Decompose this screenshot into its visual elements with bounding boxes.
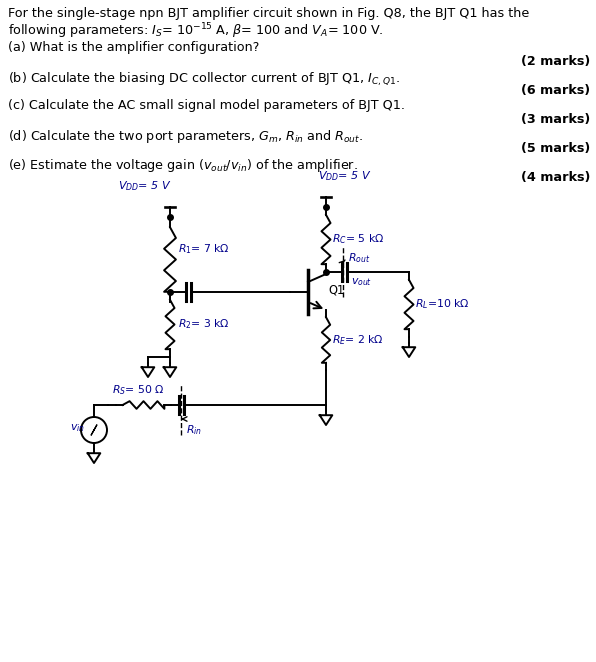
Text: $R_1$= 7 k$\Omega$: $R_1$= 7 k$\Omega$ <box>178 242 229 256</box>
Text: $R_C$= 5 k$\Omega$: $R_C$= 5 k$\Omega$ <box>332 232 384 246</box>
Text: (4 marks): (4 marks) <box>521 171 590 184</box>
Text: For the single-stage npn BJT amplifier circuit shown in Fig. Q8, the BJT Q1 has : For the single-stage npn BJT amplifier c… <box>8 7 529 20</box>
Text: (e) Estimate the voltage gain ($v_{out}$/$v_{in}$) of the amplifier.: (e) Estimate the voltage gain ($v_{out}$… <box>8 157 358 174</box>
Text: (c) Calculate the AC small signal model parameters of BJT Q1.: (c) Calculate the AC small signal model … <box>8 99 405 112</box>
Text: (5 marks): (5 marks) <box>521 142 590 155</box>
Text: $v_{out}$: $v_{out}$ <box>351 276 372 288</box>
Text: (3 marks): (3 marks) <box>521 113 590 126</box>
Text: $R_{out}$: $R_{out}$ <box>348 251 370 265</box>
Text: $V_{DD}$= 5 V: $V_{DD}$= 5 V <box>118 179 172 193</box>
Text: Q1: Q1 <box>328 283 344 297</box>
Text: (6 marks): (6 marks) <box>521 84 590 97</box>
Text: $R_E$= 2 k$\Omega$: $R_E$= 2 k$\Omega$ <box>332 333 384 347</box>
Text: $R_L$=10 k$\Omega$: $R_L$=10 k$\Omega$ <box>415 298 470 311</box>
Text: $R_S$= 50 $\Omega$: $R_S$= 50 $\Omega$ <box>112 383 164 397</box>
Text: (b) Calculate the biasing DC collector current of BJT Q1, $I_{C,Q1}$.: (b) Calculate the biasing DC collector c… <box>8 70 400 87</box>
Text: $R_2$= 3 k$\Omega$: $R_2$= 3 k$\Omega$ <box>178 318 229 332</box>
Text: (d) Calculate the two port parameters, $G_m$, $R_{in}$ and $R_{out}$.: (d) Calculate the two port parameters, $… <box>8 128 363 145</box>
Text: $v_{in}$: $v_{in}$ <box>70 422 85 434</box>
Text: $R_{in}$: $R_{in}$ <box>186 423 202 437</box>
Text: (a) What is the amplifier configuration?: (a) What is the amplifier configuration? <box>8 41 259 54</box>
Text: following parameters: $I_S$= 10$^{-15}$ A, $\beta$= 100 and $V_A$= 100 V.: following parameters: $I_S$= 10$^{-15}$ … <box>8 21 384 40</box>
Text: (2 marks): (2 marks) <box>521 55 590 68</box>
Text: $V_{DD}$= 5 V: $V_{DD}$= 5 V <box>318 169 372 183</box>
